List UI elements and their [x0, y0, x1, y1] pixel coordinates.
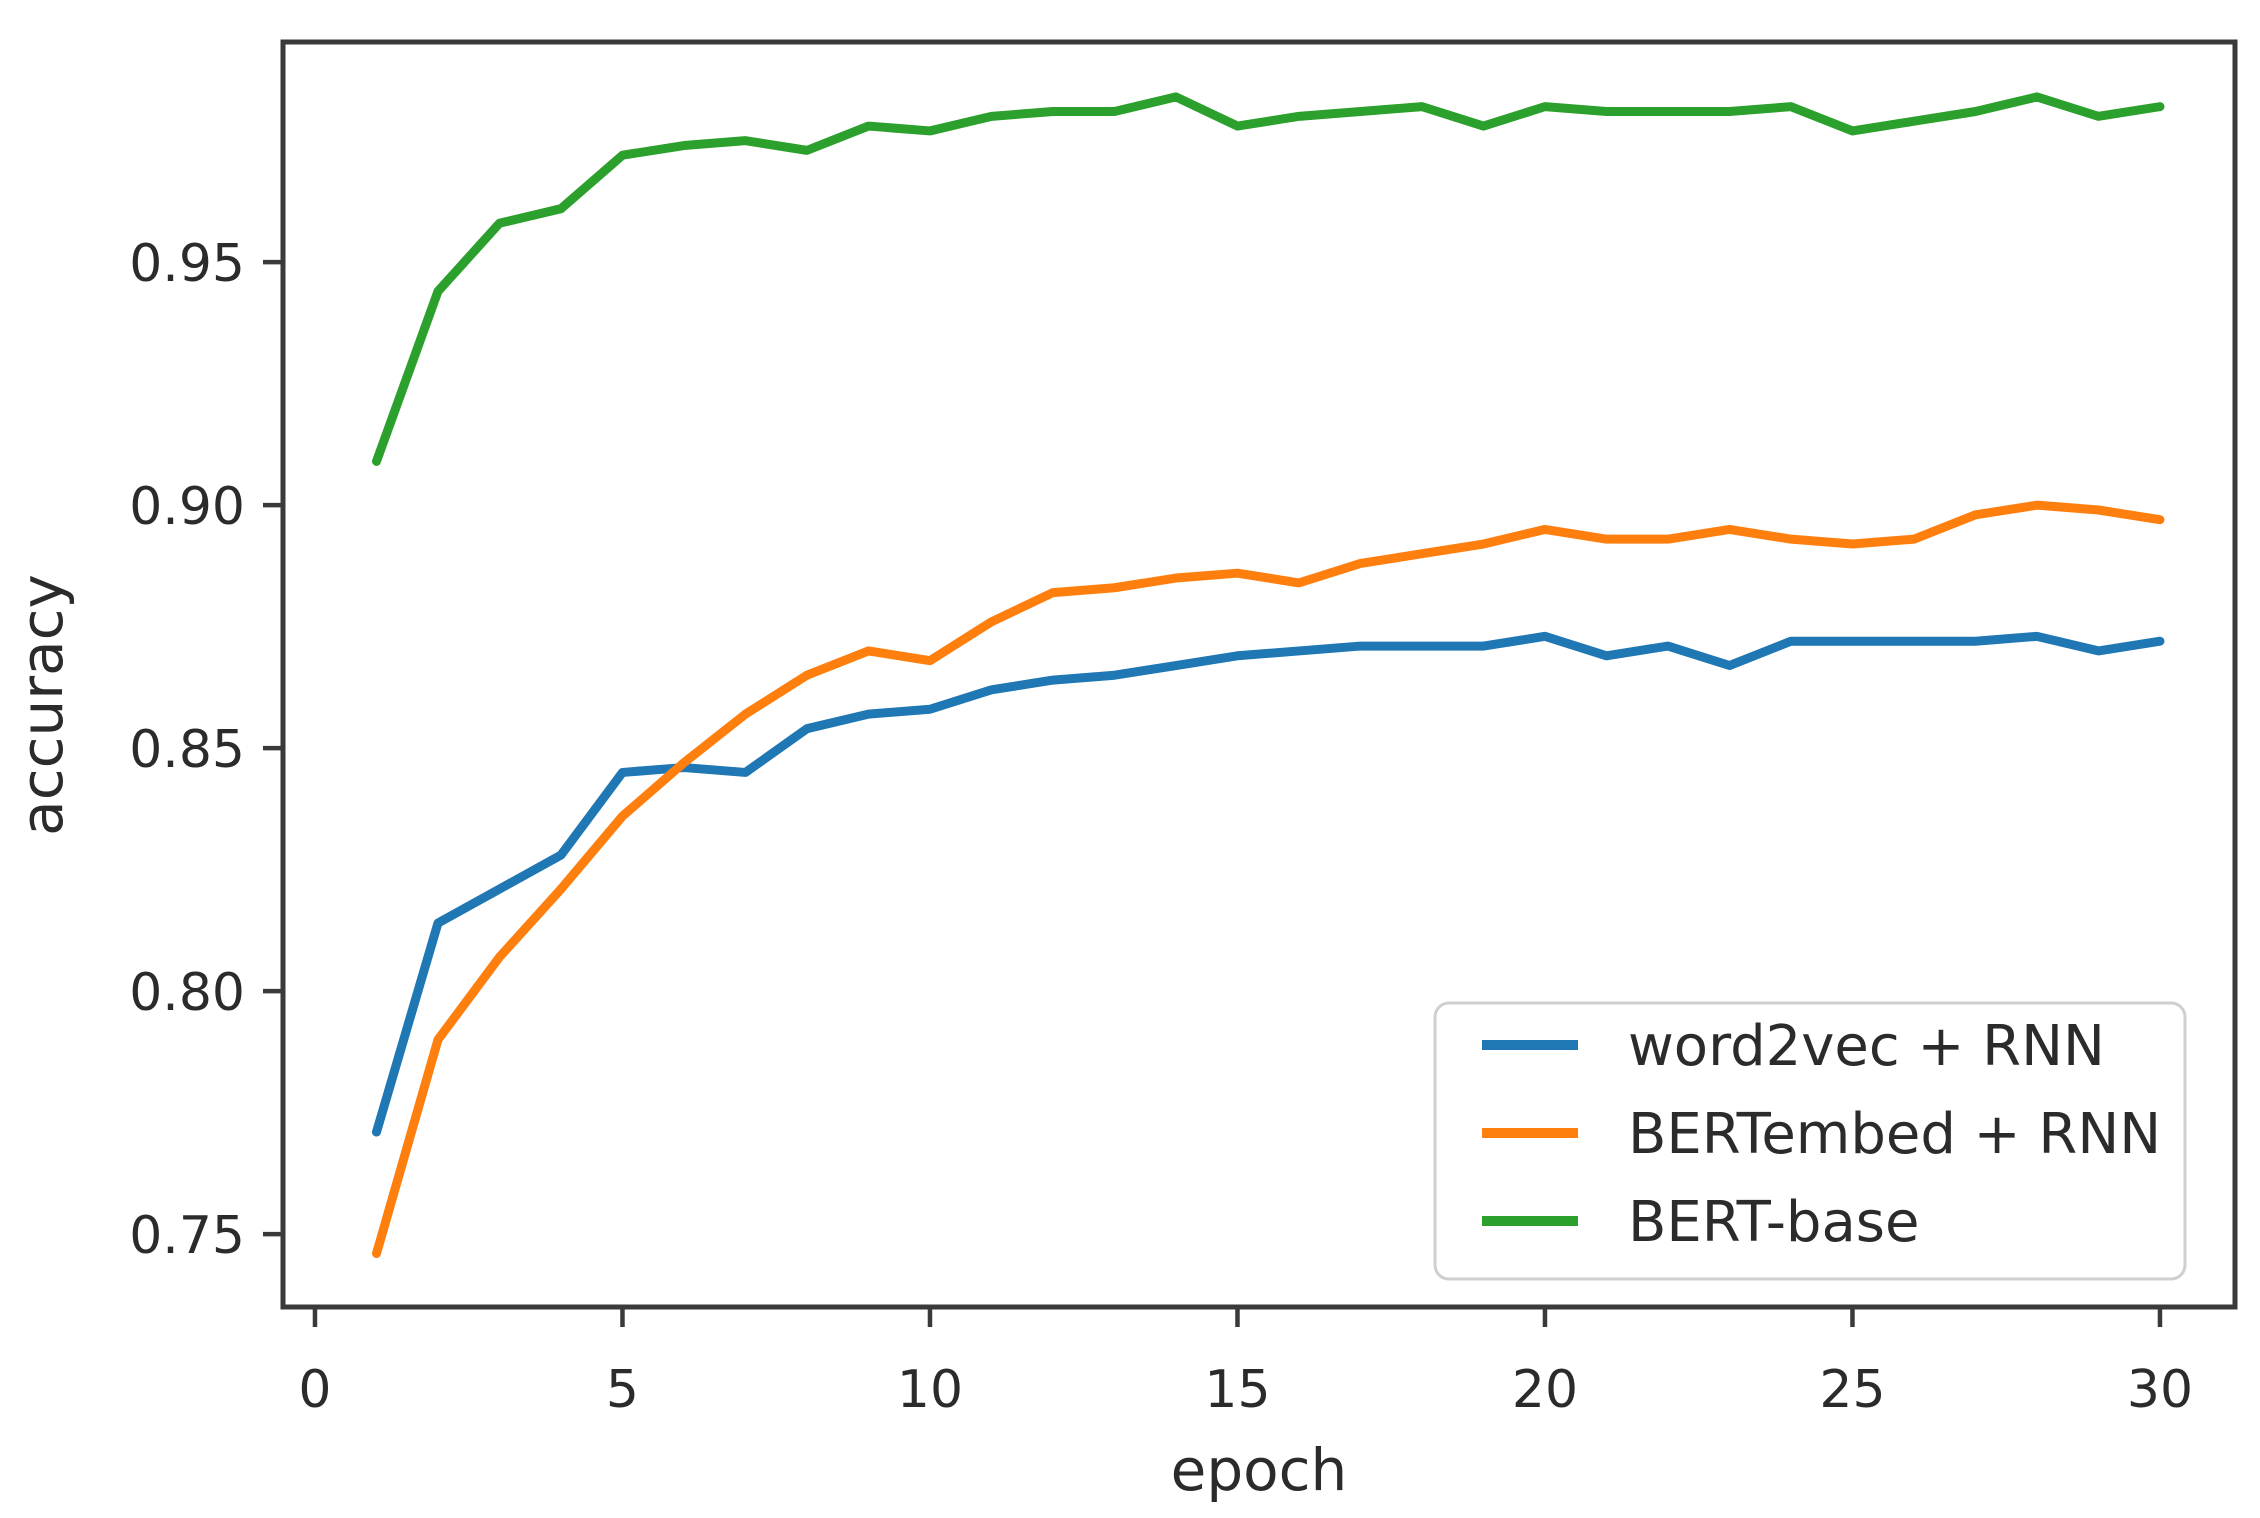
- x-tick-label: 20: [1512, 1360, 1578, 1420]
- series-line-bert-base: [371, 92, 2165, 466]
- legend: word2vec + RNN BERTembed + RNN BERT-base: [1433, 1001, 2187, 1281]
- y-axis: 0.75 0.80 0.85 0.90 0.95: [129, 234, 283, 1266]
- legend-label-bertembed-rnn: BERTembed + RNN: [1628, 1102, 2161, 1167]
- y-tick-label: 0.75: [129, 1206, 245, 1266]
- x-axis-label: epoch: [1171, 1436, 1348, 1504]
- legend-label-word2vec-rnn: word2vec + RNN: [1628, 1014, 2105, 1079]
- y-tick-label: 0.85: [129, 720, 245, 780]
- x-tick-label: 0: [298, 1360, 331, 1420]
- x-tick-label: 10: [897, 1360, 963, 1420]
- x-tick-label: 25: [1819, 1360, 1885, 1420]
- series-line-bertembed-rnn: [371, 500, 2165, 1259]
- x-tick-label: 5: [606, 1360, 639, 1420]
- y-axis-label: accuracy: [8, 574, 76, 836]
- plot-area: [280, 39, 2238, 1310]
- y-tick-label: 0.80: [129, 963, 245, 1023]
- y-tick-label: 0.90: [129, 477, 245, 537]
- legend-box: [1433, 1001, 2187, 1281]
- x-tick-label: 30: [2127, 1360, 2193, 1420]
- x-tick-label: 15: [1204, 1360, 1270, 1420]
- x-axis: 0 5 10 15 20 25 30: [298, 1307, 2193, 1420]
- legend-label-bert-base: BERT-base: [1628, 1190, 1919, 1255]
- series-lines: [371, 92, 2165, 1259]
- y-tick-label: 0.95: [129, 234, 245, 294]
